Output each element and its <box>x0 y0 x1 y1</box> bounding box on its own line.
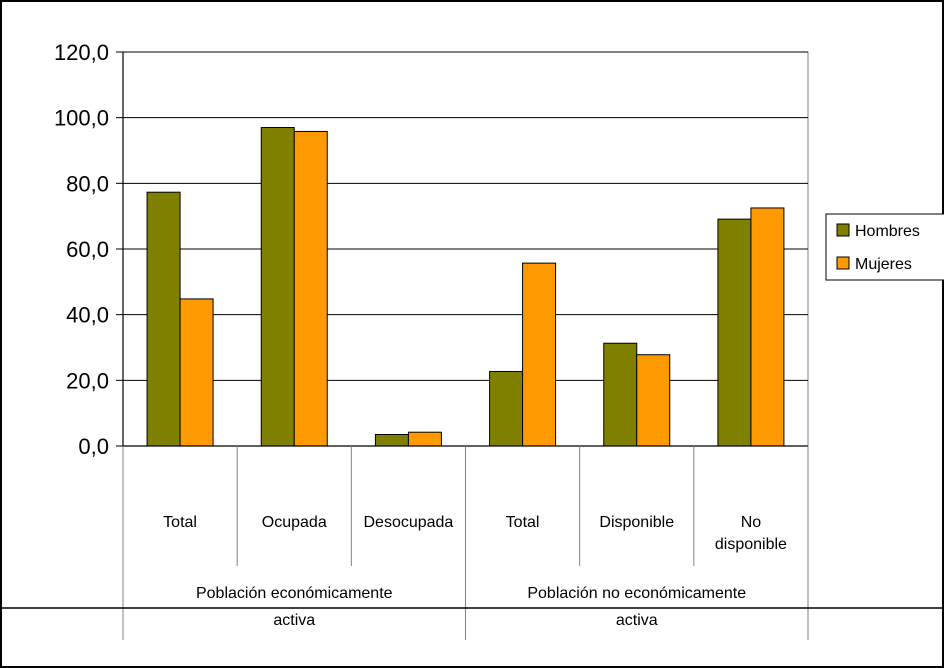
bar-mujeres-1 <box>293 130 328 447</box>
bar-hombres-0 <box>146 191 181 447</box>
bar-hombres-3 <box>489 370 524 447</box>
bar-hombres-1 <box>260 127 295 447</box>
category-label: Total <box>163 514 197 531</box>
y-tick-label: 20,0 <box>66 368 109 393</box>
bar-mujeres-3 <box>522 262 557 447</box>
bar-mujeres-2 <box>407 431 442 447</box>
bar-mujeres-5 <box>750 207 785 447</box>
category-label: Ocupada <box>262 514 327 531</box>
y-tick-label: 120,0 <box>54 40 109 65</box>
y-tick-label: 40,0 <box>66 303 109 328</box>
category-label: No disponible <box>715 514 787 553</box>
legend-label-hombres: Hombres <box>855 223 920 240</box>
bar-mujeres-4 <box>636 354 671 447</box>
y-tick-labels: 0,0 20,0 40,0 60,0 80,0 100,0 120,0 <box>54 40 123 459</box>
category-label: Total <box>506 514 540 531</box>
x-group-labels: Población económicamente activa Población … <box>196 585 746 629</box>
y-tick-label: 60,0 <box>66 237 109 262</box>
category-label: Desocupada <box>363 514 453 531</box>
y-tick-label: 100,0 <box>54 106 109 131</box>
bars <box>146 127 785 447</box>
x-category-labels: Total Ocupada Desocupada Total Disponible No d… <box>163 514 787 553</box>
bar-mujeres-0 <box>179 298 214 447</box>
group-label: Población económicamente activa <box>196 585 393 629</box>
y-tick-label: 0,0 <box>78 434 109 459</box>
legend-swatch-mujeres <box>836 256 850 270</box>
legend-label-mujeres: Mujeres <box>855 256 912 273</box>
legend: Hombres Mujeres <box>825 213 944 281</box>
gridlines <box>123 51 808 381</box>
group-label: Población no económicamente activa <box>527 585 746 629</box>
legend-swatch-hombres <box>836 223 850 237</box>
bar-hombres-5 <box>717 218 752 447</box>
bar-hombres-2 <box>374 434 409 447</box>
y-tick-label: 80,0 <box>66 171 109 196</box>
bar-hombres-4 <box>603 342 638 447</box>
category-label: Disponible <box>599 514 674 531</box>
